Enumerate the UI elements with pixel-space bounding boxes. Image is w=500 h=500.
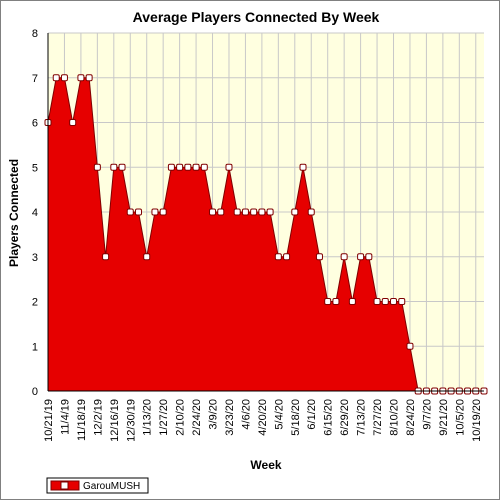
legend: GarouMUSH [46, 477, 149, 494]
x-tick-label: 7/27/20 [372, 399, 384, 436]
data-point [258, 208, 266, 216]
x-tick-label: 5/18/20 [290, 399, 302, 436]
x-tick-label: 9/7/20 [421, 399, 433, 430]
data-point [102, 253, 110, 261]
x-tick-label: 1/13/20 [142, 399, 154, 436]
x-tick-label: 3/9/20 [208, 399, 220, 430]
data-point [250, 208, 258, 216]
y-tick-label: 3 [32, 252, 38, 264]
data-point [266, 208, 274, 216]
data-point [85, 74, 93, 82]
y-tick-label: 6 [32, 118, 38, 130]
data-point [126, 208, 134, 216]
data-point [225, 163, 233, 171]
y-tick-label: 0 [32, 386, 38, 398]
legend-marker [60, 481, 69, 490]
x-tick-label: 5/4/20 [273, 399, 285, 430]
y-tick-label: 8 [32, 28, 38, 40]
data-point [357, 253, 365, 261]
data-point [332, 298, 340, 305]
x-tick-label: 3/23/20 [224, 399, 236, 436]
x-tick-label: 10/21/19 [43, 399, 55, 442]
data-point [184, 163, 192, 171]
legend-label: GarouMUSH [83, 481, 140, 492]
data-markers [44, 74, 488, 395]
x-tick-label: 6/29/20 [339, 399, 351, 436]
y-tick-label: 2 [32, 297, 38, 309]
data-point [283, 253, 291, 261]
x-tick-label: 6/1/20 [306, 399, 318, 430]
data-point [274, 253, 282, 261]
x-tick-label: 2/24/20 [191, 399, 203, 436]
data-point [176, 163, 184, 171]
data-point [134, 208, 142, 216]
y-axis-title: Players Connected [7, 159, 21, 267]
data-point [233, 208, 241, 216]
data-point [324, 298, 332, 305]
data-point [52, 74, 60, 82]
data-point [69, 119, 77, 126]
chart-title: Average Players Connected By Week [133, 9, 380, 25]
x-tick-label: 9/21/20 [438, 399, 450, 436]
x-tick-label: 4/6/20 [240, 399, 252, 430]
x-tick-label: 6/15/20 [323, 399, 335, 436]
data-point [110, 163, 118, 171]
data-point [373, 298, 381, 305]
x-tick-label: 2/10/20 [175, 399, 187, 436]
data-point [348, 298, 356, 305]
data-point [60, 74, 68, 82]
x-tick-label: 10/5/20 [454, 399, 466, 436]
data-point [315, 253, 323, 261]
x-tick-label: 1/27/20 [158, 399, 170, 436]
data-point [291, 208, 299, 216]
data-point [192, 163, 200, 171]
x-tick-label: 4/20/20 [257, 399, 269, 436]
data-point [143, 253, 151, 261]
x-tick-label: 12/30/19 [125, 399, 137, 442]
data-point [307, 208, 315, 216]
x-tick-label: 10/19/20 [471, 399, 483, 442]
x-tick-label: 11/4/19 [59, 399, 71, 435]
x-tick-labels: 10/21/19 11/4/19 11/18/19 12/2/19 12/16/19 12… [43, 399, 483, 442]
x-tick-label: 7/13/20 [356, 399, 368, 436]
x-tick-label: 12/2/19 [92, 399, 104, 436]
data-point [398, 298, 406, 305]
y-tick-label: 7 [32, 73, 38, 85]
data-point [151, 208, 159, 216]
data-point [381, 298, 389, 305]
data-point [209, 208, 217, 216]
x-tick-label: 8/24/20 [405, 399, 417, 436]
y-tick-label: 5 [32, 162, 38, 174]
data-point [406, 342, 414, 350]
data-point [77, 74, 85, 82]
data-point [93, 163, 101, 171]
data-point [365, 253, 373, 261]
y-tick-label: 4 [32, 207, 38, 219]
data-point [217, 208, 225, 216]
x-axis-title: Week [250, 458, 281, 472]
data-point [118, 163, 126, 171]
x-tick-label: 11/18/19 [76, 399, 88, 441]
y-tick-label: 1 [32, 341, 38, 353]
data-point [167, 163, 175, 171]
data-point [200, 163, 208, 171]
y-tick-labels: 0 1 2 3 4 5 6 7 8 [32, 28, 38, 398]
data-point [241, 208, 249, 216]
x-tick-label: 12/16/19 [109, 399, 121, 442]
data-point [299, 163, 307, 171]
data-point [390, 298, 398, 305]
series-area-fill [48, 77, 484, 391]
data-point [340, 253, 348, 261]
x-tick-label: 8/10/20 [389, 399, 401, 436]
data-point [159, 208, 167, 216]
